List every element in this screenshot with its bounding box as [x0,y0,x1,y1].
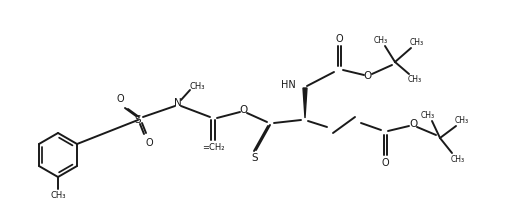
Text: HN: HN [281,80,296,90]
Text: =CH₂: =CH₂ [202,143,224,152]
Text: CH₃: CH₃ [189,82,205,91]
Text: S: S [135,115,141,125]
Text: O: O [381,158,389,168]
Text: O: O [364,71,372,81]
Text: CH₃: CH₃ [408,76,422,85]
Text: CH₃: CH₃ [374,36,388,45]
Text: CH₃: CH₃ [455,116,469,125]
Text: N: N [174,98,182,108]
Text: CH₃: CH₃ [451,155,465,163]
Text: O: O [335,34,343,44]
Text: O: O [240,105,248,115]
Text: CH₃: CH₃ [410,37,424,46]
Text: CH₃: CH₃ [50,190,66,199]
Text: CH₃: CH₃ [421,110,435,119]
Text: O: O [145,138,153,148]
Text: O: O [116,94,124,104]
Polygon shape [303,88,307,118]
Text: O: O [409,119,417,129]
Text: S: S [251,153,258,163]
